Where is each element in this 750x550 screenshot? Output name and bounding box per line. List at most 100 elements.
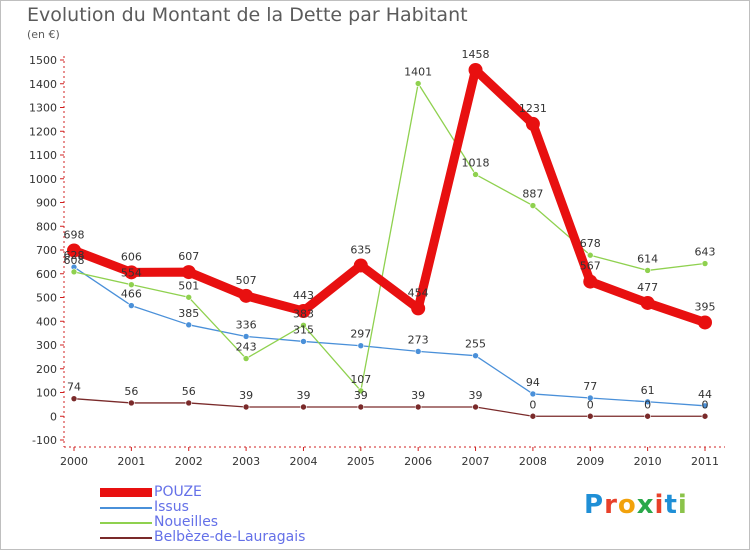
data-label: 315 bbox=[293, 323, 314, 336]
data-label: 567 bbox=[580, 260, 601, 273]
data-point bbox=[300, 338, 307, 345]
legend-label: Belbèze-de-Lauragais bbox=[154, 529, 306, 545]
series-line-2 bbox=[73, 82, 706, 392]
legend-swatch bbox=[100, 488, 152, 497]
x-tick-label: 2000 bbox=[60, 455, 88, 468]
data-point bbox=[67, 243, 81, 258]
data-point bbox=[185, 399, 193, 407]
data-point bbox=[357, 403, 365, 411]
data-point bbox=[242, 403, 250, 411]
legend-label: Noueilles bbox=[154, 514, 219, 530]
data-point bbox=[357, 387, 365, 395]
data-label: 39 bbox=[354, 389, 368, 402]
data-label: 77 bbox=[583, 380, 597, 393]
data-label: 336 bbox=[236, 318, 257, 331]
x-tick-label: 2003 bbox=[232, 455, 260, 468]
data-label: 395 bbox=[695, 300, 716, 313]
x-tick-label: 2004 bbox=[289, 455, 317, 468]
data-label: 643 bbox=[695, 246, 716, 259]
y-tick-label: 0 bbox=[50, 410, 57, 423]
y-tick-label: 1300 bbox=[29, 102, 57, 115]
data-point bbox=[640, 295, 655, 310]
logo-letter: i bbox=[654, 490, 665, 520]
data-point bbox=[525, 116, 540, 131]
data-label: 39 bbox=[296, 389, 310, 402]
data-point bbox=[586, 394, 594, 402]
x-tick-label: 2002 bbox=[175, 455, 203, 468]
data-point bbox=[644, 412, 651, 420]
legend-swatch bbox=[100, 507, 152, 509]
data-label: 255 bbox=[465, 338, 486, 351]
data-point bbox=[414, 403, 422, 411]
data-label: 698 bbox=[64, 228, 85, 241]
logo-letter: i bbox=[677, 490, 688, 520]
data-label: 614 bbox=[637, 252, 658, 265]
data-label: 297 bbox=[350, 328, 371, 341]
data-label: 44 bbox=[698, 388, 712, 401]
x-tick-label: 2001 bbox=[117, 455, 145, 468]
data-point bbox=[644, 398, 651, 406]
data-point bbox=[128, 302, 135, 309]
data-label: 385 bbox=[178, 307, 199, 320]
legend-label: POUZE bbox=[154, 484, 202, 500]
proxiti-logo: Proxiti bbox=[584, 490, 688, 520]
data-point bbox=[411, 301, 426, 316]
data-point bbox=[701, 412, 709, 420]
series-line-1 bbox=[73, 266, 706, 407]
data-point bbox=[472, 171, 479, 178]
chart-title: Evolution du Montant de la Dette par Hab… bbox=[27, 4, 468, 26]
data-label: 39 bbox=[239, 389, 253, 402]
data-label: 628 bbox=[64, 249, 85, 262]
data-point bbox=[124, 265, 139, 280]
x-tick-label: 2009 bbox=[576, 455, 604, 468]
y-tick-label: 400 bbox=[36, 315, 57, 328]
data-point bbox=[239, 288, 254, 303]
data-label: 607 bbox=[178, 250, 199, 263]
data-point bbox=[529, 390, 537, 398]
y-tick-label: 600 bbox=[36, 268, 57, 281]
data-point bbox=[529, 202, 537, 209]
data-point bbox=[242, 355, 250, 362]
y-tick-label: 100 bbox=[36, 387, 57, 400]
data-label: 0 bbox=[529, 398, 536, 411]
y-tick-label: 1000 bbox=[29, 173, 57, 186]
x-tick-label: 2007 bbox=[462, 455, 490, 468]
data-label: 608 bbox=[64, 254, 85, 267]
y-tick-label: 500 bbox=[36, 292, 57, 305]
data-label: 74 bbox=[67, 381, 81, 394]
data-label: 443 bbox=[293, 289, 314, 302]
x-tick-label: 2008 bbox=[519, 455, 547, 468]
data-label: 887 bbox=[522, 188, 543, 201]
chart-subtitle: (en €) bbox=[27, 28, 60, 41]
data-label: 273 bbox=[408, 333, 429, 346]
data-point bbox=[353, 258, 368, 273]
data-label: 1458 bbox=[462, 48, 490, 61]
data-point bbox=[586, 412, 594, 420]
data-label: 477 bbox=[637, 281, 658, 294]
y-tick-label: 1400 bbox=[29, 78, 57, 91]
data-point bbox=[70, 395, 78, 402]
data-point bbox=[128, 281, 135, 288]
y-tick-label: 700 bbox=[36, 244, 57, 257]
data-label: 635 bbox=[350, 243, 371, 256]
data-label: 678 bbox=[580, 237, 601, 250]
logo-letter: r bbox=[604, 490, 618, 520]
data-point bbox=[242, 333, 250, 340]
data-label: 0 bbox=[587, 398, 594, 411]
data-label: 466 bbox=[121, 288, 142, 301]
data-point bbox=[468, 62, 483, 77]
data-point bbox=[357, 342, 365, 350]
data-point bbox=[644, 267, 651, 274]
logo-letter: P bbox=[584, 490, 605, 520]
y-tick-label: 1100 bbox=[29, 149, 57, 162]
data-label: 39 bbox=[411, 389, 425, 402]
y-tick-label: 900 bbox=[36, 197, 57, 210]
data-label: 243 bbox=[236, 341, 257, 354]
y-tick-label: 200 bbox=[36, 363, 57, 376]
y-tick-label: 1500 bbox=[29, 54, 57, 67]
data-point bbox=[698, 315, 712, 330]
data-label: 606 bbox=[121, 250, 142, 263]
data-label: 383 bbox=[293, 307, 314, 320]
y-tick-label: 1200 bbox=[29, 125, 57, 138]
data-point bbox=[181, 265, 196, 280]
